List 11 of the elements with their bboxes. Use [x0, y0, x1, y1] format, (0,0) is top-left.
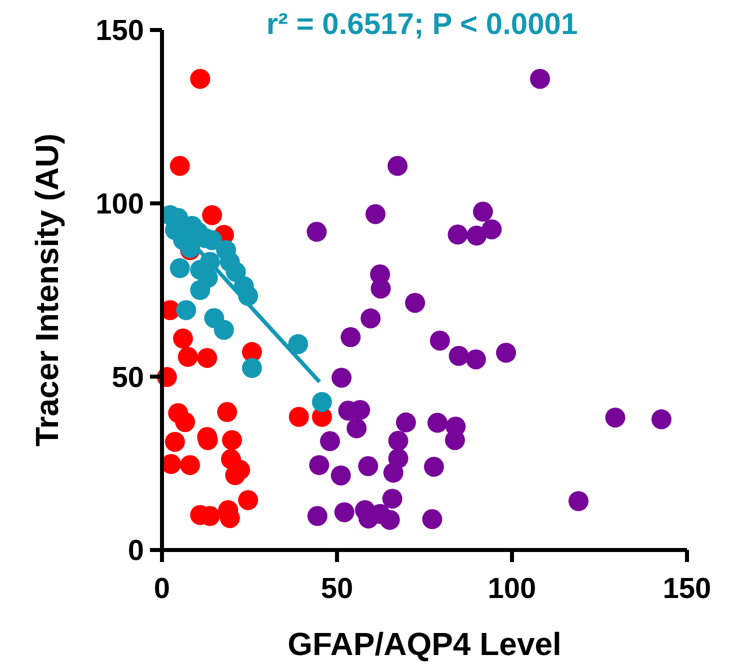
chart-title: r² = 0.6517; P < 0.0001 [266, 8, 578, 41]
x-tick-label: 150 [662, 573, 712, 605]
x-tick-label: 100 [488, 573, 536, 605]
y-tick-label: 0 [128, 535, 144, 568]
x-axis-title: GFAP/AQP4 Level [288, 626, 562, 662]
x-tick-label: 0 [154, 573, 170, 605]
y-tick-label: 150 [96, 15, 144, 48]
y-tick-label: 50 [112, 362, 144, 394]
y-axis-title: Tracer Intensity (AU) [29, 134, 65, 446]
y-tick-label: 100 [96, 188, 144, 220]
x-tick-label: 50 [320, 573, 354, 605]
